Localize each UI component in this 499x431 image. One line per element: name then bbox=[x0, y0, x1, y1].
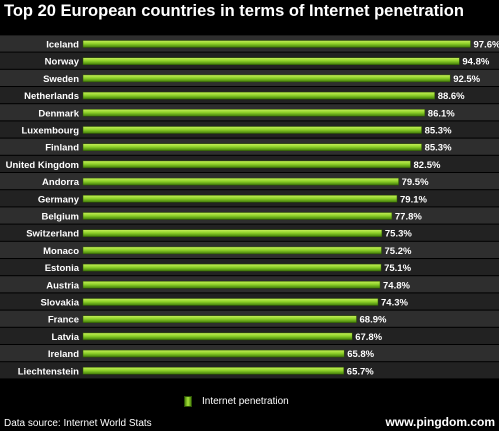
category-label-netherlands: Netherlands bbox=[24, 91, 79, 102]
chart-legend: Internet penetration bbox=[184, 396, 289, 407]
bar-austria bbox=[82, 281, 381, 289]
data-source: Data source: Internet World Stats bbox=[4, 418, 152, 429]
category-label-germany: Germany bbox=[38, 194, 80, 205]
chart-plot-area: Iceland Norway Sweden Netherlands Denmark Lux… bbox=[0, 32, 499, 394]
category-label-latvia: Latvia bbox=[52, 332, 80, 343]
bar-luxembourg bbox=[82, 126, 422, 134]
category-label-austria: Austria bbox=[46, 280, 79, 291]
bar-ireland bbox=[82, 349, 345, 358]
value-label-iceland: 97.6% bbox=[474, 40, 499, 51]
bar-france bbox=[82, 315, 357, 323]
category-label-belgium: Belgium bbox=[42, 212, 79, 223]
bar-switzerland bbox=[82, 229, 383, 237]
brand-url: www.pingdom.com bbox=[385, 415, 495, 429]
bar-chart: Iceland Norway Sweden Netherlands Denmark Lux… bbox=[0, 35, 499, 379]
category-label-sweden: Sweden bbox=[43, 74, 79, 85]
category-label-finland: Finland bbox=[45, 143, 79, 154]
category-label-slovakia: Slovakia bbox=[40, 298, 79, 309]
category-label-iceland: Iceland bbox=[46, 40, 79, 51]
category-label-norway: Norway bbox=[45, 57, 80, 68]
value-label-france: 68.9% bbox=[360, 315, 387, 326]
category-label-luxembourg: Luxembourg bbox=[21, 126, 79, 137]
category-label-monaco: Monaco bbox=[43, 246, 79, 257]
legend-swatch bbox=[184, 396, 192, 407]
category-label-france: France bbox=[48, 315, 79, 326]
bar-estonia bbox=[82, 263, 382, 272]
bar-norway bbox=[82, 57, 460, 65]
value-label-luxembourg: 85.3% bbox=[425, 126, 452, 137]
legend-label: Internet penetration bbox=[202, 396, 289, 407]
bar-sweden bbox=[82, 74, 451, 83]
bar-andorra bbox=[82, 177, 399, 186]
bar-slovakia bbox=[82, 298, 379, 306]
value-label-netherlands: 88.6% bbox=[438, 91, 465, 102]
value-label-estonia: 75.1% bbox=[384, 263, 411, 274]
category-label-ireland: Ireland bbox=[48, 349, 79, 360]
bar-belgium bbox=[82, 212, 393, 220]
value-label-denmark: 86.1% bbox=[428, 108, 455, 119]
bar-germany bbox=[82, 195, 398, 203]
value-label-switzerland: 75.3% bbox=[385, 229, 412, 240]
value-label-germany: 79.1% bbox=[400, 194, 427, 205]
bar-finland bbox=[82, 143, 422, 151]
value-label-liechtenstein: 65.7% bbox=[347, 366, 374, 377]
value-label-andorra: 79.5% bbox=[402, 177, 429, 188]
category-label-liechtenstein: Liechtenstein bbox=[18, 366, 79, 377]
value-label-latvia: 67.8% bbox=[355, 332, 382, 343]
category-label-estonia: Estonia bbox=[45, 263, 80, 274]
bar-iceland bbox=[82, 40, 471, 48]
category-label-andorra: Andorra bbox=[42, 177, 80, 188]
bar-latvia bbox=[82, 332, 353, 341]
category-label-denmark: Denmark bbox=[38, 108, 79, 119]
category-label-united-kingdom: United Kingdom bbox=[6, 160, 79, 171]
bar-liechtenstein bbox=[82, 367, 345, 375]
value-label-norway: 94.8% bbox=[462, 57, 489, 68]
bar-netherlands bbox=[82, 91, 435, 100]
bar-denmark bbox=[82, 109, 426, 117]
value-label-austria: 74.8% bbox=[383, 280, 410, 291]
value-label-belgium: 77.8% bbox=[395, 212, 422, 223]
chart-title: Top 20 European countries in terms of In… bbox=[4, 2, 464, 20]
value-label-ireland: 65.8% bbox=[347, 349, 374, 360]
value-label-sweden: 92.5% bbox=[453, 74, 480, 85]
bar-monaco bbox=[82, 246, 382, 255]
value-label-finland: 85.3% bbox=[425, 143, 452, 154]
value-label-monaco: 75.2% bbox=[385, 246, 412, 257]
value-label-united-kingdom: 82.5% bbox=[414, 160, 441, 171]
category-label-switzerland: Switzerland bbox=[26, 229, 79, 240]
value-label-slovakia: 74.3% bbox=[381, 298, 408, 309]
bar-united-kingdom bbox=[82, 160, 411, 169]
